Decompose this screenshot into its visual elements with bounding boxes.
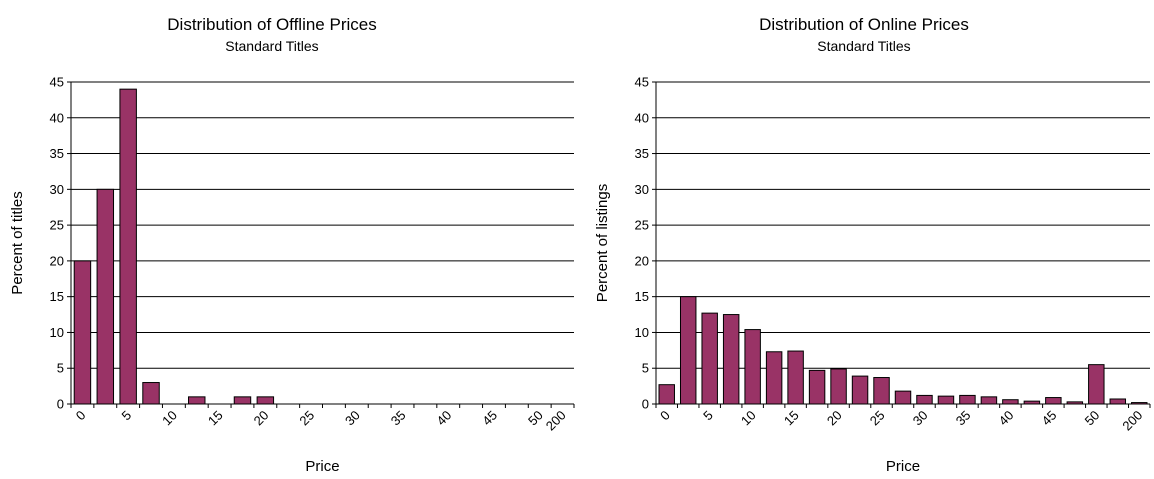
- bar: [808, 369, 826, 405]
- online-price-chart: Distribution of Online Prices Standard Ti…: [594, 15, 1151, 475]
- y-tick-label: 15: [635, 289, 649, 304]
- y-tick-label: 20: [635, 253, 649, 268]
- y-tick-label: 35: [635, 146, 649, 161]
- chart-title: Distribution of Offline Prices: [167, 15, 376, 34]
- bar: [96, 188, 115, 405]
- y-tick-label: 40: [635, 110, 649, 125]
- y-tick-label: 35: [50, 146, 64, 161]
- y-tick-label: 30: [50, 182, 64, 197]
- bar: [1023, 400, 1041, 405]
- y-axis-label: Percent of titles: [9, 191, 26, 294]
- x-tick-label: 40: [996, 408, 1017, 429]
- bar: [851, 375, 869, 405]
- bar: [658, 384, 675, 405]
- x-tick-label: 50: [1082, 408, 1103, 429]
- bar: [722, 314, 740, 405]
- x-tick-label: 5: [700, 408, 716, 424]
- y-tick-label: 45: [635, 75, 649, 90]
- x-tick-label: 15: [781, 408, 802, 429]
- bar: [937, 395, 955, 405]
- x-axis-label: Price: [305, 458, 339, 475]
- x-tick-label: 0: [73, 408, 89, 424]
- x-tick-label: 40: [434, 408, 455, 429]
- x-tick-label: 35: [953, 408, 974, 429]
- bar: [1066, 401, 1084, 405]
- bar: [679, 296, 697, 405]
- y-tick-label: 5: [57, 361, 64, 376]
- bar: [959, 394, 976, 405]
- y-tick-label: 20: [50, 253, 64, 268]
- y-tick-label: 30: [635, 182, 649, 197]
- bar: [256, 396, 275, 405]
- x-tick-label: 20: [251, 408, 272, 429]
- y-tick-label: 10: [635, 325, 649, 340]
- bar: [765, 351, 783, 405]
- chart-subtitle: Standard Titles: [817, 38, 910, 54]
- x-tick-label: 15: [205, 408, 226, 429]
- x-tick-label: 50: [525, 408, 546, 429]
- x-tick-label: 200: [543, 408, 569, 434]
- bar: [1045, 397, 1062, 405]
- x-tick-label: 10: [738, 408, 759, 429]
- bar: [119, 88, 137, 405]
- x-tick-label: 35: [388, 408, 409, 429]
- y-tick-label: 40: [50, 110, 64, 125]
- bar: [701, 312, 718, 405]
- bar: [1131, 402, 1148, 405]
- x-tick-label: 30: [342, 408, 363, 429]
- x-tick-label: 30: [910, 408, 931, 429]
- bar: [916, 394, 933, 405]
- x-tick-label: 0: [657, 408, 673, 424]
- bar: [142, 382, 160, 405]
- chart-subtitle: Standard Titles: [225, 38, 318, 54]
- x-tick-label: 200: [1119, 408, 1145, 434]
- y-axis-label: Percent of listings: [594, 184, 611, 302]
- y-tick-label: 0: [57, 397, 64, 412]
- bar: [744, 329, 761, 405]
- y-tick-label: 15: [50, 289, 64, 304]
- x-tick-label: 45: [479, 408, 500, 429]
- bar: [73, 260, 92, 405]
- y-tick-label: 10: [50, 325, 64, 340]
- x-tick-label: 25: [867, 408, 888, 429]
- bar: [894, 390, 912, 405]
- bar: [188, 396, 206, 405]
- y-tick-label: 25: [50, 218, 64, 233]
- y-tick-label: 45: [50, 75, 64, 90]
- bar: [830, 368, 847, 405]
- bar: [1109, 398, 1127, 405]
- bar: [873, 377, 890, 405]
- bar: [787, 350, 804, 405]
- offline-price-chart: Distribution of Offline Prices Standard T…: [9, 15, 575, 475]
- x-tick-label: 10: [159, 408, 180, 429]
- bar: [233, 396, 252, 405]
- bar: [1088, 364, 1105, 405]
- x-tick-label: 25: [296, 408, 317, 429]
- x-tick-label: 45: [1039, 408, 1060, 429]
- y-tick-label: 5: [642, 361, 649, 376]
- x-axis-label: Price: [886, 458, 920, 475]
- bar: [980, 396, 998, 405]
- x-tick-label: 5: [119, 408, 135, 424]
- x-tick-label: 20: [824, 408, 845, 429]
- y-tick-label: 0: [642, 397, 649, 412]
- chart-title: Distribution of Online Prices: [759, 15, 969, 34]
- y-tick-label: 25: [635, 218, 649, 233]
- bar: [1002, 399, 1019, 405]
